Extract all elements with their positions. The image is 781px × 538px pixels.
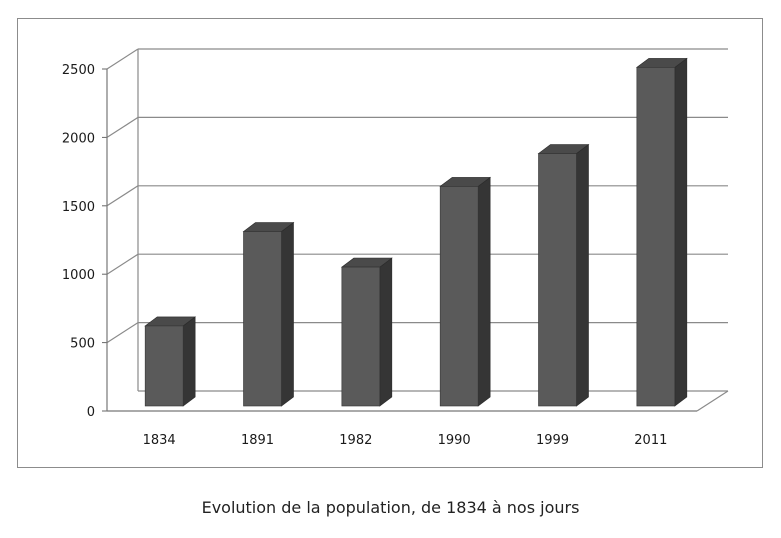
y-tick-label-3: 1500	[62, 200, 95, 215]
bar-front-3	[439, 186, 479, 407]
bar-chart: 0 500 1000 1500 2000 2500 1834 1891 1982 1990 199…	[62, 48, 729, 448]
x-tick-labels: 1834 1891 1982 1990 1999 2011	[143, 433, 668, 448]
x-tick-label-1: 1891	[241, 433, 274, 448]
x-tick-label-5: 2011	[634, 433, 667, 448]
bar-side-1	[281, 221, 294, 407]
y-tick-label-2: 1000	[62, 268, 95, 283]
bar-side-2	[379, 257, 393, 407]
x-tick-label-2: 1982	[339, 433, 372, 448]
bar-1982	[340, 257, 393, 407]
bar-1999	[537, 143, 590, 407]
bar-side-3	[477, 176, 491, 407]
bar-front-4	[538, 153, 577, 407]
gridline-side-2000	[106, 116, 139, 138]
gridline-side-2500	[106, 48, 139, 70]
bar-front-0	[144, 325, 184, 407]
grid-layer	[106, 48, 728, 392]
x-tick-label-3: 1990	[438, 433, 471, 448]
bar-front-5	[636, 67, 676, 407]
bar-side-0	[182, 316, 196, 407]
bar-2011	[635, 57, 688, 407]
bar-front-2	[341, 266, 381, 407]
x-tick-label-4: 1999	[536, 433, 569, 448]
bar-front-1	[243, 231, 282, 407]
chart-caption: Evolution de la population, de 1834 à no…	[201, 498, 580, 517]
y-tick-label-4: 2000	[62, 131, 95, 146]
bar-1990	[439, 176, 492, 407]
bar-side-4	[576, 143, 589, 407]
gridline-side-1000	[106, 253, 139, 275]
y-tick-label-5: 2500	[62, 63, 95, 78]
bar-side-5	[674, 57, 688, 407]
axis-layer	[102, 49, 729, 412]
y-tick-label-1: 500	[70, 337, 95, 352]
y-tick-label-0: 0	[87, 405, 95, 420]
x-tick-label-0: 1834	[143, 433, 176, 448]
floor-right-edge	[696, 390, 729, 412]
gridline-side-1500	[106, 185, 139, 207]
gridline-side-500	[106, 322, 139, 344]
y-tick-labels: 0 500 1000 1500 2000 2500	[62, 63, 95, 420]
bars-layer	[144, 57, 688, 407]
bar-1891	[242, 221, 295, 407]
bar-1834	[144, 316, 197, 407]
